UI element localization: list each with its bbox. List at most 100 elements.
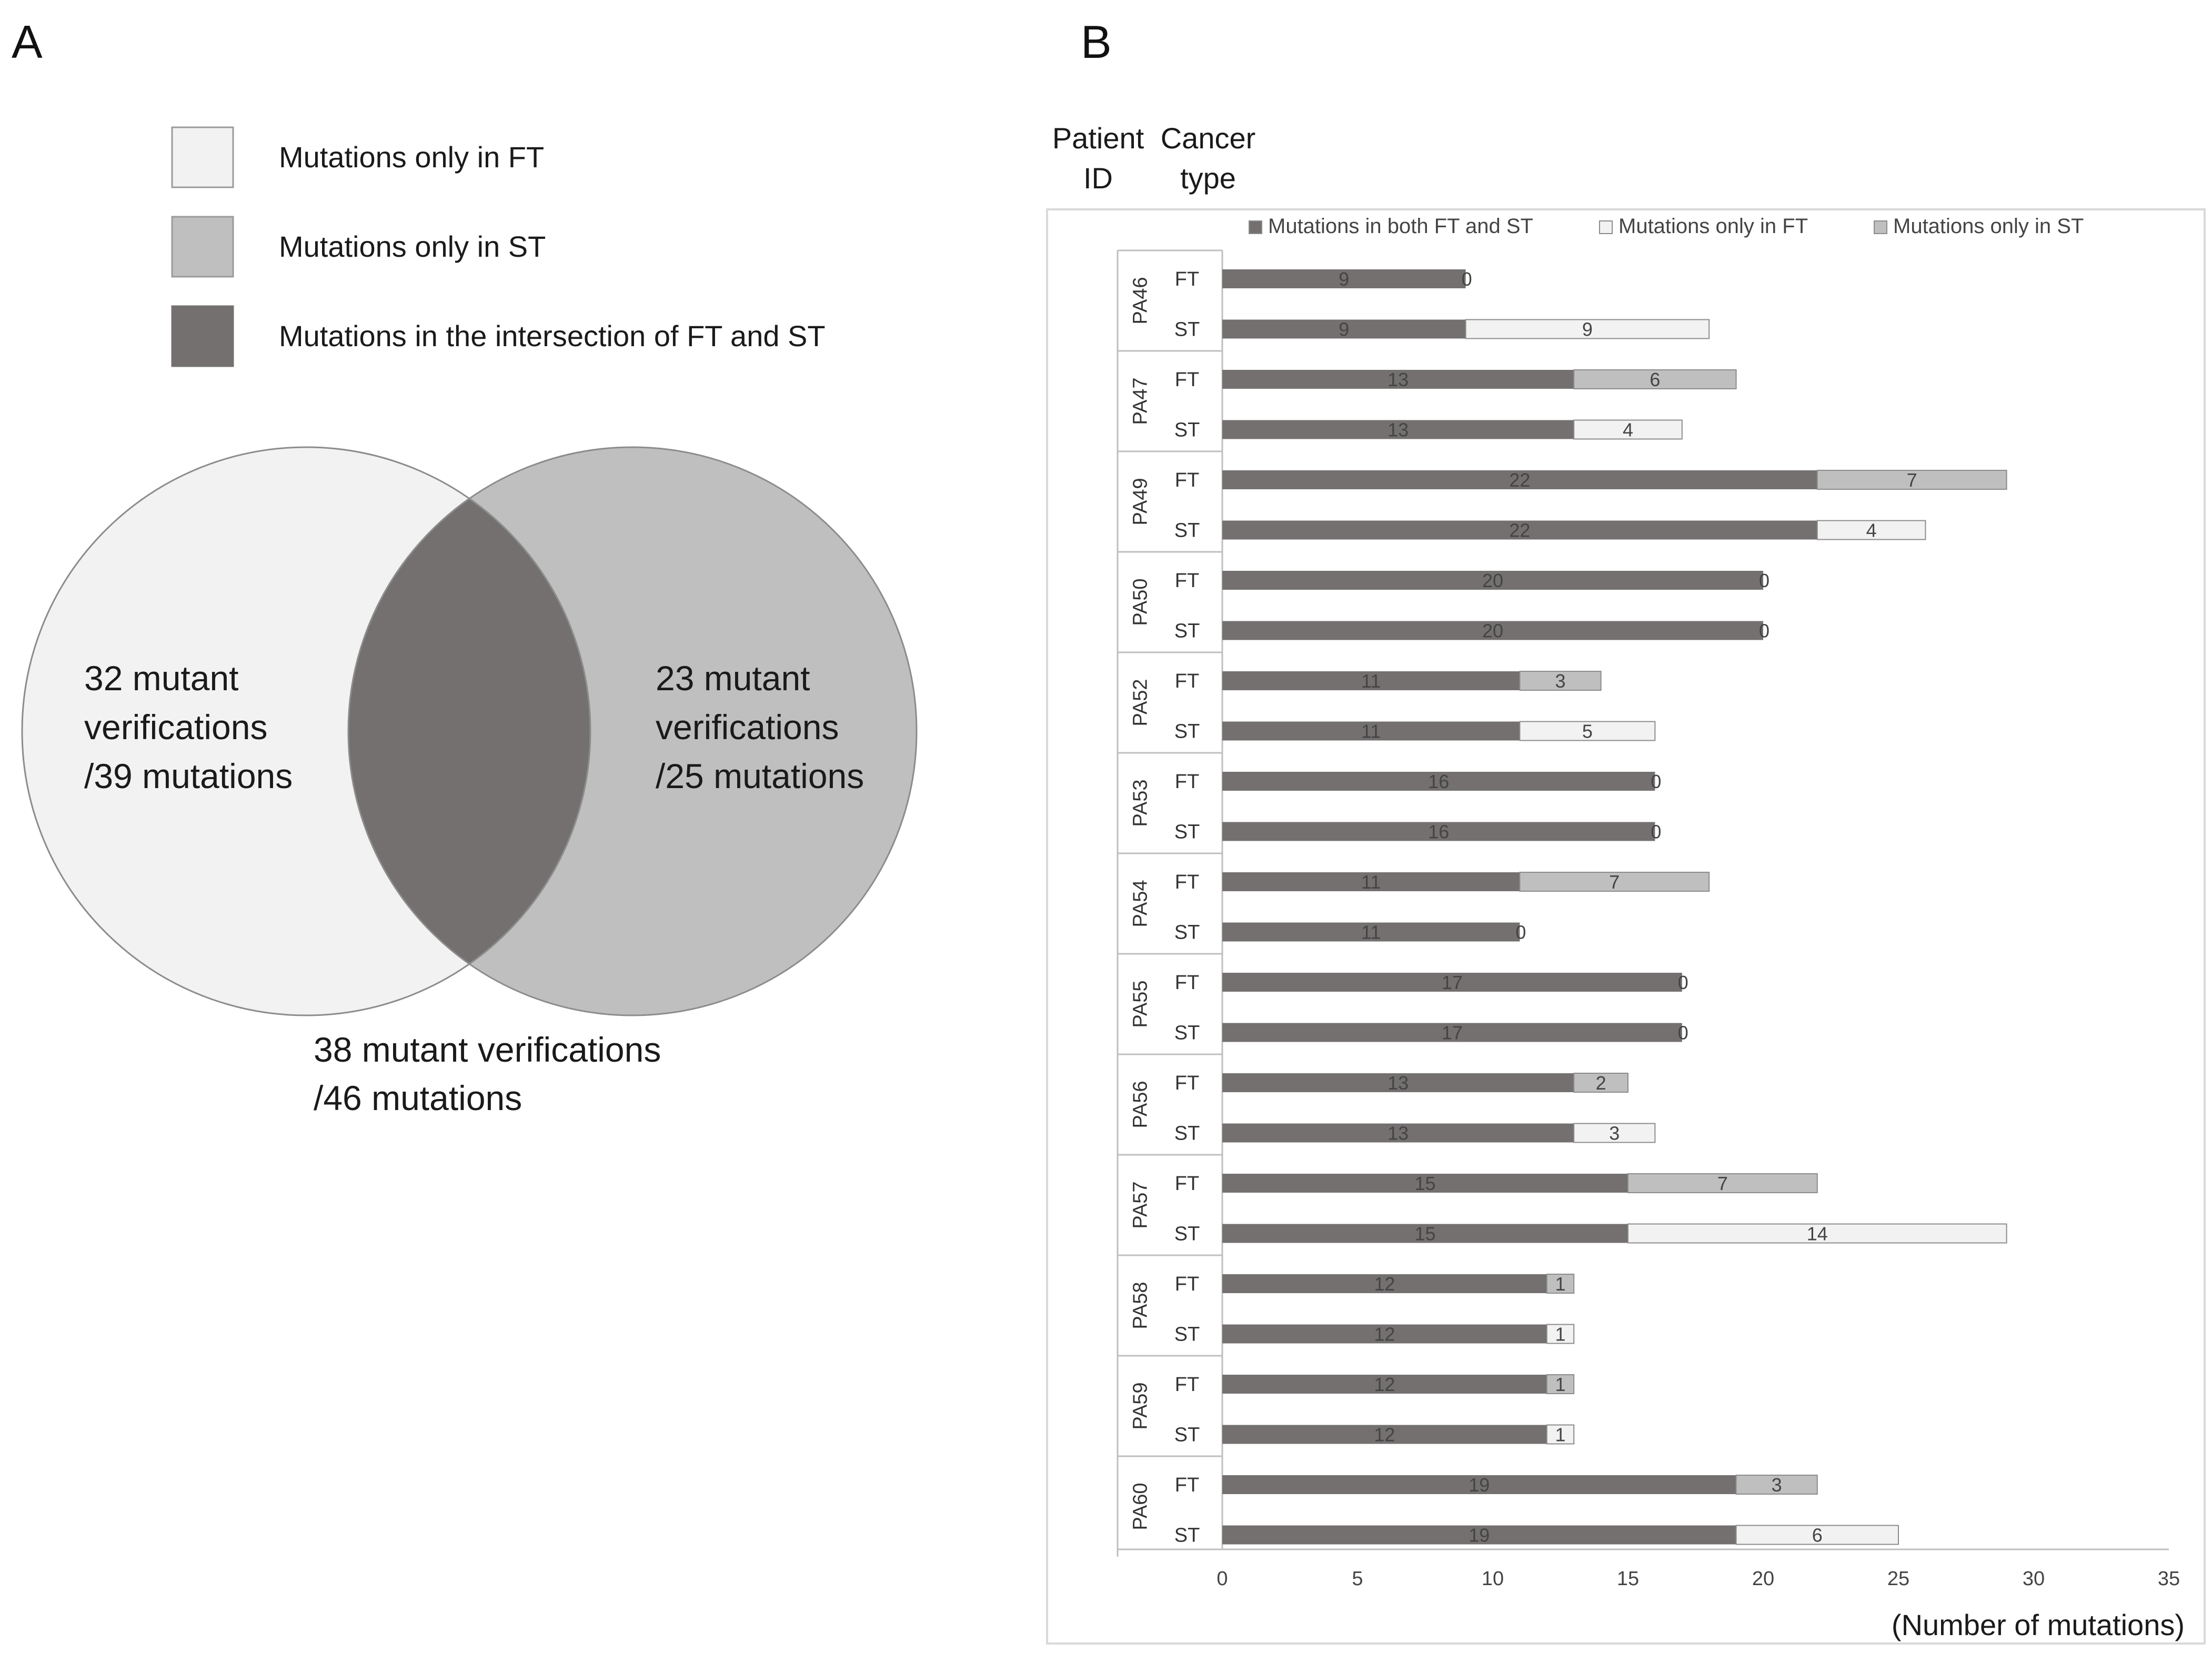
bar-only-ft <box>1573 1123 1656 1143</box>
bar-both-label: 19 <box>1469 1474 1490 1496</box>
cancer-type-label: FT <box>1175 771 1199 793</box>
bar-extra-label: 7 <box>1717 1173 1728 1194</box>
bar-extra-label: 6 <box>1650 369 1660 390</box>
venn-diagram: 32 mutant verifications /39 mutations 23… <box>21 446 918 1117</box>
bar-only-ft <box>1735 1525 1899 1545</box>
bar-both <box>1222 520 1817 540</box>
x-tick-label: 20 <box>1752 1568 1774 1590</box>
x-tick-label: 15 <box>1617 1568 1639 1590</box>
panel-a: A Mutations only in FT Mutations only in… <box>12 16 918 1117</box>
x-tick-label: 25 <box>1887 1568 1909 1590</box>
bar-both-label: 11 <box>1361 670 1381 692</box>
bar-only-st <box>1546 1274 1575 1294</box>
cancer-type-label: FT <box>1175 369 1199 391</box>
bar-both-label: 13 <box>1387 419 1409 441</box>
x-axis-title: (Number of mutations) <box>1892 1608 2185 1641</box>
bar-only-ft <box>1573 419 1683 440</box>
bar-extra-label: 6 <box>1812 1525 1823 1546</box>
bar-only-st <box>1735 1475 1818 1495</box>
patient-id-label: PA56 <box>1129 1081 1151 1128</box>
header-patient-line-2: ID <box>1083 162 1113 195</box>
bar-both-label: 20 <box>1482 620 1503 642</box>
cancer-type-label: FT <box>1175 1173 1199 1195</box>
bar-extra-label: 1 <box>1555 1324 1565 1345</box>
bar-both <box>1222 621 1763 640</box>
bar-both <box>1222 1174 1628 1193</box>
bar-only-ft <box>1465 319 1710 339</box>
x-tick-label: 0 <box>1216 1568 1228 1590</box>
bar-both <box>1222 772 1655 791</box>
legend-swatch-intersection <box>171 305 234 367</box>
venn-circle-ft-outline <box>21 446 591 1016</box>
x-tick-label: 30 <box>2023 1568 2045 1590</box>
cancer-type-label: ST <box>1174 620 1200 642</box>
x-tick-label: 35 <box>2158 1568 2180 1590</box>
x-tick-label: 10 <box>1482 1568 1504 1590</box>
bar-both-label: 15 <box>1414 1173 1435 1194</box>
cancer-type-label: FT <box>1175 670 1199 692</box>
patient-id-label: PA46 <box>1129 277 1151 324</box>
bar-both <box>1222 1023 1682 1042</box>
bar-only-st <box>1519 872 1710 892</box>
venn-legend: Mutations only in FT Mutations only in S… <box>171 126 826 367</box>
bar-both-label: 12 <box>1374 1374 1395 1395</box>
header-cancer-line-2: type <box>1180 162 1236 195</box>
bar-only-st <box>1519 671 1602 691</box>
bar-extra-label: 4 <box>1866 520 1877 541</box>
legend-swatch-only-st <box>171 216 234 278</box>
patient-id-label: PA54 <box>1129 880 1151 927</box>
chart-legend-swatch-1 <box>1599 220 1613 234</box>
bar-zero-label: 0 <box>1651 821 1661 843</box>
cancer-type-label: FT <box>1175 1474 1199 1496</box>
bar-both-label: 20 <box>1482 570 1503 591</box>
venn-right-line-2: verifications <box>656 708 839 747</box>
cancer-type-label: FT <box>1175 570 1199 592</box>
bar-only-ft <box>1546 1324 1575 1344</box>
x-tick-label: 5 <box>1352 1568 1363 1590</box>
bar-only-st <box>1573 369 1737 389</box>
bar-extra-label: 7 <box>1609 871 1620 893</box>
panel-b-letter: B <box>1081 16 1112 68</box>
bar-only-st <box>1627 1173 1818 1193</box>
chart-legend-label-2: Mutations only in ST <box>1893 215 2084 238</box>
bar-both <box>1222 1073 1574 1092</box>
cancer-type-label: ST <box>1174 1022 1200 1044</box>
panel-b: B Patient ID Cancer type Mutations in bo… <box>1046 16 2206 1645</box>
bar-zero-label: 0 <box>1759 620 1769 642</box>
legend-label-only-st: Mutations only in ST <box>279 230 546 263</box>
bar-extra-label: 1 <box>1555 1374 1565 1395</box>
chart-legend-label-1: Mutations only in FT <box>1618 215 1808 238</box>
bar-extra-label: 3 <box>1555 670 1565 692</box>
cancer-type-label: ST <box>1174 821 1200 843</box>
cancer-type-label: ST <box>1174 520 1200 542</box>
bar-both <box>1222 1375 1547 1394</box>
header-patient-line-1: Patient <box>1052 122 1144 155</box>
bar-both-label: 16 <box>1428 821 1449 843</box>
patient-id-label: PA50 <box>1129 578 1151 626</box>
cancer-type-label: ST <box>1174 1123 1200 1145</box>
bar-both <box>1222 269 1466 288</box>
bar-both <box>1222 470 1817 489</box>
bar-both-label: 22 <box>1509 469 1530 491</box>
chart-legend-swatch-2 <box>1874 220 1887 234</box>
patient-id-label: PA57 <box>1129 1181 1151 1228</box>
bar-both-label: 12 <box>1374 1324 1395 1345</box>
venn-circle-st-outline <box>347 446 918 1016</box>
bar-both-label: 13 <box>1387 1123 1409 1144</box>
bar-both-label: 9 <box>1339 268 1349 290</box>
bar-both <box>1222 1475 1736 1494</box>
bar-only-ft <box>1546 1424 1575 1445</box>
bar-extra-label: 3 <box>1772 1474 1782 1496</box>
bar-extra-label: 4 <box>1623 419 1633 441</box>
cancer-type-label: ST <box>1174 721 1200 743</box>
cancer-type-label: ST <box>1174 1424 1200 1446</box>
bar-extra-label: 5 <box>1582 721 1593 742</box>
bar-both <box>1222 973 1682 992</box>
patient-id-label: PA55 <box>1129 980 1151 1027</box>
patient-id-label: PA60 <box>1129 1483 1151 1530</box>
bar-only-ft <box>1627 1223 2007 1244</box>
legend-label-only-ft: Mutations only in FT <box>279 140 544 174</box>
cancer-type-label: ST <box>1174 419 1200 441</box>
